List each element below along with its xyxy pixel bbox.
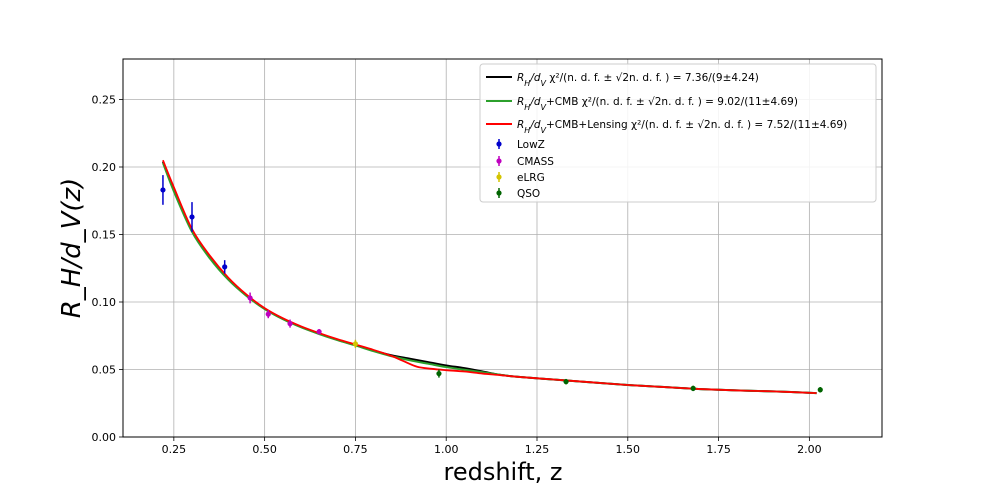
x-tick-label: 1.25: [525, 443, 550, 456]
axes-frame: [122, 58, 883, 438]
x-tick-label: 1.50: [616, 443, 641, 456]
legend-marker-label: CMASS: [517, 156, 554, 168]
x-tick-label: 0.25: [162, 443, 187, 456]
x-tick-label: 1.75: [706, 443, 731, 456]
point-marker: [436, 370, 442, 377]
data-point-qso: [563, 378, 569, 385]
y-tick-label: 0.05: [92, 364, 117, 377]
data-point-cmass: [265, 310, 271, 319]
y-tick-label: 0.00: [92, 431, 117, 444]
legend-box: [479, 63, 877, 203]
point-marker: [352, 341, 359, 347]
data-point-elrg: [352, 339, 359, 348]
y-tick-label: 0.25: [92, 94, 117, 107]
point-marker: [222, 264, 228, 270]
point-marker: [247, 295, 253, 301]
data-point-cmass: [287, 319, 293, 328]
y-tick-label: 0.20: [92, 161, 117, 174]
legend-marker-swatch: [496, 190, 502, 196]
legend-marker-label: LowZ: [517, 139, 545, 151]
legend-marker-swatch: [496, 141, 502, 147]
point-marker: [189, 214, 195, 220]
x-axis-label: redshift, z: [443, 458, 562, 486]
point-marker: [817, 387, 823, 393]
data-points: [160, 175, 823, 393]
x-axis-ticks: 0.25 0.50 0.75 1.00 1.25 1.50 1.75 2.00: [162, 437, 822, 456]
x-tick-label: 2.00: [797, 443, 822, 456]
plot-area: [122, 58, 883, 438]
data-point-qso: [436, 369, 442, 378]
data-point-qso: [690, 385, 696, 392]
x-tick-label: 0.50: [252, 443, 277, 456]
data-point-lowz: [160, 175, 166, 205]
data-point-lowz: [189, 202, 195, 232]
data-point-cmass: [316, 329, 322, 335]
point-marker: [316, 329, 322, 335]
point-marker: [265, 311, 271, 317]
data-point-lowz: [222, 260, 228, 274]
point-marker: [690, 385, 696, 391]
data-point-cmass: [247, 292, 253, 304]
y-tick-label: 0.10: [92, 296, 117, 309]
legend-line-label: RH/dV+CMB+Lensing χ²/(n. d. f. ± √2n. d.…: [517, 119, 847, 135]
legend-marker-swatch: [496, 174, 502, 180]
legend-marker-label: QSO: [517, 188, 540, 200]
series-line-2: [162, 159, 817, 395]
x-tick-label: 1.00: [434, 443, 459, 456]
legend-line-label: RH/dV+CMB χ²/(n. d. f. ± √2n. d. f. ) = …: [517, 96, 798, 112]
point-marker: [160, 187, 166, 193]
model-curves: [162, 159, 817, 395]
y-tick-label: 0.15: [92, 229, 117, 242]
point-marker: [563, 379, 569, 385]
y-axis-label: R_H/d_V(z): [57, 178, 87, 319]
y-axis-ticks: 0.00 0.05 0.10 0.15 0.20 0.25: [92, 94, 123, 444]
data-point-qso: [817, 387, 823, 393]
legend-marker-swatch: [496, 158, 502, 164]
legend-marker-label: eLRG: [517, 172, 545, 184]
point-marker: [287, 321, 293, 327]
legend: RH/dV χ²/(n. d. f. ± √2n. d. f. ) = 7.36…: [479, 63, 877, 203]
legend-line-label: RH/dV χ²/(n. d. f. ± √2n. d. f. ) = 7.36…: [517, 72, 759, 88]
x-tick-label: 0.75: [343, 443, 368, 456]
